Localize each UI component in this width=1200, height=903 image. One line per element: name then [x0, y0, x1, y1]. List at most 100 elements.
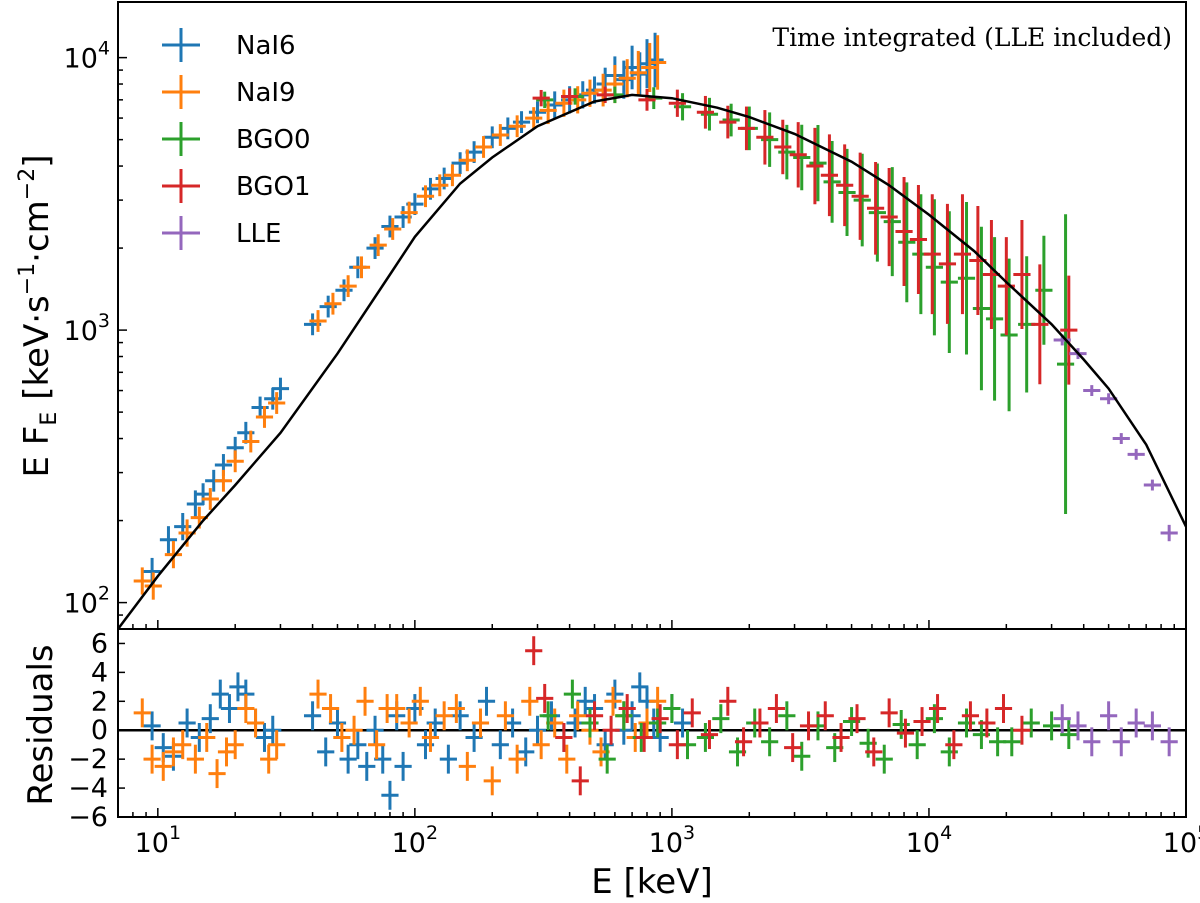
- residual-point-bgo0: [793, 741, 811, 771]
- residual-point-bgo1: [896, 718, 915, 748]
- series-bgo0: [536, 86, 1075, 515]
- residual-point-bgo1: [799, 711, 818, 741]
- residual-point-bgo1: [945, 730, 963, 760]
- residual-point-nai6: [394, 751, 412, 781]
- residual-point-nai9: [483, 766, 501, 796]
- data-point-bgo0: [972, 226, 991, 391]
- data-point-nai9: [508, 115, 526, 138]
- data-point-nai9: [242, 430, 260, 453]
- legend-label: LLE: [236, 219, 281, 249]
- data-point-bgo0: [536, 91, 554, 109]
- data-point-lle: [1143, 479, 1161, 491]
- residual-y-tick-label: 6: [91, 628, 108, 659]
- residual-point-nai9: [356, 686, 374, 716]
- residual-point-nai6: [339, 744, 357, 774]
- data-point-bgo0: [793, 124, 811, 191]
- residual-point-bgo0: [778, 701, 796, 731]
- data-point-bgo1: [1060, 275, 1078, 385]
- residual-point-nai9: [217, 737, 236, 767]
- residual-point-nai6: [566, 708, 584, 738]
- residual-point-lle: [1160, 727, 1178, 757]
- residual-point-bgo1: [832, 723, 850, 752]
- residual-point-lle: [1112, 727, 1130, 757]
- residual-point-nai9: [400, 708, 418, 738]
- residual-point-bgo1: [928, 694, 947, 723]
- model-curve: [118, 93, 1186, 629]
- data-point-nai9: [618, 59, 636, 98]
- residual-point-nai6: [439, 744, 457, 774]
- data-point-nai9: [525, 107, 543, 129]
- data-point-bgo0: [1056, 214, 1075, 515]
- x-tick-label: 104: [906, 822, 952, 859]
- residual-point-nai6: [477, 686, 496, 716]
- legend-label: NaI9: [236, 78, 296, 108]
- residual-point-bgo0: [1060, 720, 1078, 750]
- residual-point-bgo1: [536, 683, 554, 713]
- svg-text:E FE[keV·s−1·cm−2]: E FE[keV·s−1·cm−2]: [15, 155, 62, 478]
- residual-point-nai6: [201, 704, 219, 734]
- data-point-nai9: [164, 540, 183, 569]
- data-point-bgo0: [838, 148, 856, 237]
- residual-point-nai9: [471, 708, 490, 738]
- residual-point-nai9: [260, 744, 278, 774]
- residual-point-bgo1: [719, 686, 737, 716]
- residual-point-nai9: [558, 744, 576, 774]
- residual-point-nai9: [411, 686, 429, 716]
- residual-point-bgo0: [598, 744, 616, 774]
- data-point-bgo1: [953, 194, 972, 315]
- residual-point-bgo1: [751, 708, 769, 738]
- data-point-bgo1: [909, 185, 928, 295]
- data-point-bgo0: [868, 163, 886, 262]
- data-point-bgo1: [756, 110, 774, 165]
- residual-point-nai6: [178, 708, 196, 738]
- data-point-nai9: [474, 136, 493, 158]
- series-lle: [1053, 334, 1178, 542]
- residual-point-bgo1: [865, 737, 883, 767]
- residual-point-nai6: [673, 708, 692, 738]
- residual-point-bgo1: [1013, 715, 1031, 745]
- residual-point-nai6: [358, 751, 376, 781]
- residual-point-lle: [1127, 708, 1145, 738]
- residual-point-nai6: [349, 730, 367, 760]
- y-tick-label: 104: [64, 38, 110, 75]
- residual-series-bgo0: [539, 679, 1078, 774]
- residual-point-nai9: [447, 694, 465, 723]
- residual-y-tick-label: 4: [91, 657, 108, 688]
- data-point-bgo0: [985, 237, 1004, 401]
- residual-point-nai9: [198, 723, 216, 752]
- x-tick-label: 102: [392, 822, 438, 859]
- residual-point-bgo1: [683, 698, 701, 728]
- residual-point-nai9: [508, 744, 526, 774]
- residual-point-bgo0: [649, 708, 667, 738]
- data-point-nai9: [539, 96, 557, 125]
- data-point-bgo1: [820, 134, 839, 217]
- residual-point-nai6: [211, 679, 229, 709]
- residual-point-bgo1: [635, 723, 653, 752]
- residual-point-bgo0: [908, 730, 926, 760]
- data-point-nai9: [144, 572, 162, 600]
- residual-point-bgo1: [767, 694, 785, 723]
- data-point-nai9: [629, 50, 647, 95]
- data-point-bgo0: [957, 201, 976, 355]
- data-point-lle: [1160, 524, 1178, 542]
- residual-point-nai6: [576, 686, 594, 716]
- residual-point-nai6: [366, 715, 384, 745]
- annotation-label: Time integrated (LLE included): [772, 23, 1172, 52]
- residual-point-nai6: [528, 715, 547, 745]
- residual-point-bgo1: [961, 701, 980, 731]
- data-point-nai9: [416, 185, 435, 208]
- data-point-bgo0: [722, 103, 740, 137]
- residual-point-bgo0: [615, 701, 633, 731]
- residual-point-nai6: [451, 701, 469, 731]
- data-point-nai6: [335, 279, 353, 302]
- residual-point-bgo1: [602, 715, 620, 745]
- residual-point-bgo0: [761, 727, 779, 757]
- residual-point-lle: [1053, 704, 1071, 734]
- data-point-bgo0: [883, 167, 901, 277]
- residual-point-bgo1: [816, 701, 834, 731]
- residual-point-nai6: [255, 723, 274, 752]
- residual-point-bgo0: [539, 701, 557, 731]
- legend-item-bgo1: BGO1: [162, 169, 311, 203]
- residual-point-nai9: [333, 723, 351, 752]
- data-point-nai9: [458, 149, 476, 172]
